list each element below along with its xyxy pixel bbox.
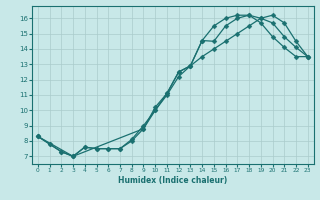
X-axis label: Humidex (Indice chaleur): Humidex (Indice chaleur) xyxy=(118,176,228,185)
